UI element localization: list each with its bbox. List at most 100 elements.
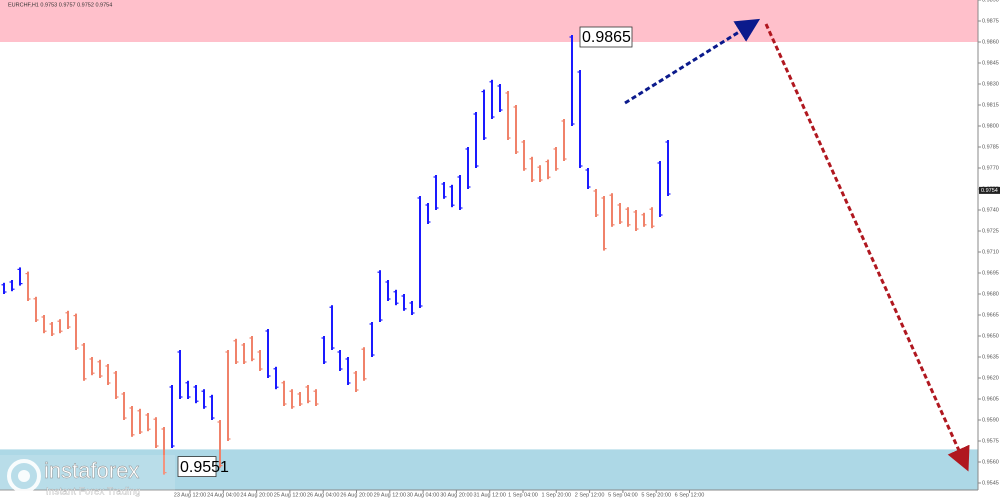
- price-bar: [17, 267, 23, 286]
- price-bar: [553, 147, 559, 171]
- y-tick-label: 0.9860: [982, 39, 999, 45]
- price-bar: [537, 165, 543, 182]
- price-bar: [665, 140, 671, 196]
- x-tick-label: 1 Sep 04:00: [508, 492, 538, 498]
- price-bar: [465, 147, 471, 189]
- price-bar: [177, 350, 183, 399]
- price-bar: [529, 156, 535, 182]
- price-bar: [569, 35, 575, 126]
- price-bar: [241, 343, 247, 364]
- level-label: 0.9865: [582, 29, 631, 46]
- price-bar: [617, 203, 623, 224]
- price-bar: [481, 89, 487, 140]
- x-tick-label: 1 Sep 20:00: [541, 492, 571, 498]
- price-bar: [337, 350, 343, 371]
- price-bar: [329, 305, 335, 350]
- price-bar: [185, 380, 191, 399]
- price-bar: [25, 271, 31, 301]
- y-tick-label: 0.9635: [982, 354, 999, 360]
- x-tick-label: 2 Sep 12:00: [575, 492, 605, 498]
- price-bar: [497, 84, 503, 112]
- price-bar: [1, 282, 7, 294]
- price-bar: [641, 212, 647, 227]
- y-tick-label: 0.9680: [982, 291, 999, 297]
- price-bar: [513, 105, 519, 154]
- level-box: [579, 26, 633, 48]
- y-tick-label: 0.9560: [982, 459, 999, 465]
- logo-tagline: Instant Forex Trading: [46, 487, 141, 498]
- forecast-arrow-up: [624, 18, 761, 105]
- price-bar: [593, 189, 599, 217]
- level-box: [177, 456, 217, 478]
- price-bar: [385, 280, 391, 301]
- price-bar: [57, 319, 63, 334]
- price-bar: [97, 359, 103, 378]
- y-tick-label: 0.9770: [982, 165, 999, 171]
- x-tick-label: 30 Aug 04:00: [407, 492, 439, 498]
- price-bar: [33, 296, 39, 322]
- price-bar: [489, 79, 495, 119]
- price-bar: [249, 336, 255, 362]
- y-tick-label: 0.9605: [982, 396, 999, 402]
- x-tick-label: 23 Aug 12:00: [174, 492, 206, 498]
- y-tick-label: 0.9830: [982, 81, 999, 87]
- price-bar: [561, 119, 567, 161]
- price-bar: [473, 112, 479, 168]
- price-bar: [313, 389, 319, 406]
- price-bar: [297, 392, 303, 406]
- price-bar: [369, 322, 375, 357]
- price-bar: [113, 371, 119, 399]
- current-price-box: [979, 186, 1000, 194]
- price-bar: [41, 315, 47, 334]
- y-tick-label: 0.9800: [982, 123, 999, 129]
- price-bar: [417, 196, 423, 308]
- x-tick-label: 6 Sep 12:00: [675, 492, 705, 498]
- x-tick-label: 25 Aug 12:00: [274, 492, 306, 498]
- price-bar: [409, 301, 415, 315]
- y-tick-label: 0.9665: [982, 312, 999, 318]
- x-tick-label: 26 Aug 04:00: [307, 492, 339, 498]
- y-tick-label: 0.9890: [982, 0, 999, 3]
- price-bar: [49, 322, 55, 336]
- price-bar: [265, 329, 271, 378]
- price-bar: [169, 385, 175, 448]
- y-tick-label: 0.9785: [982, 144, 999, 150]
- price-bar: [609, 193, 615, 227]
- y-tick-label: 0.9875: [982, 18, 999, 24]
- price-bar: [393, 289, 399, 306]
- x-tick-label: 24 Aug 04:00: [207, 492, 239, 498]
- price-bar: [305, 385, 311, 404]
- price-bar: [161, 427, 167, 475]
- price-bar: [505, 91, 511, 140]
- price-bar: [193, 385, 199, 404]
- logo: instaforex Instant Forex Trading: [0, 455, 175, 501]
- y-tick-label: 0.9575: [982, 438, 999, 444]
- price-bar: [601, 196, 607, 251]
- price-bar: [449, 184, 455, 208]
- price-bar: [425, 203, 431, 224]
- price-bar: [129, 406, 135, 437]
- price-bar: [345, 357, 351, 385]
- price-bar: [257, 350, 263, 371]
- price-bar: [201, 389, 207, 409]
- price-bar: [89, 357, 95, 376]
- price-bar: [153, 417, 159, 448]
- price-bar: [585, 168, 591, 189]
- x-tick-label: 5 Sep 04:00: [608, 492, 638, 498]
- price-bar: [217, 420, 223, 468]
- price-bar: [225, 350, 231, 441]
- price-bar: [577, 70, 583, 168]
- price-bar: [545, 159, 551, 180]
- price-bar: [353, 371, 359, 392]
- price-bar: [649, 207, 655, 229]
- y-tick-label: 0.9650: [982, 333, 999, 339]
- price-bar: [377, 270, 383, 322]
- price-bar: [9, 280, 15, 292]
- current-price-label: 0.9754: [981, 188, 998, 194]
- price-bar: [273, 366, 279, 390]
- y-tick-label: 0.9695: [982, 270, 999, 276]
- price-bar: [209, 394, 215, 420]
- header: EURCHF,H1 0.9753 0.9757 0.9752 0.9754: [8, 2, 112, 8]
- price-bar: [105, 364, 111, 385]
- x-tick-label: 24 Aug 20:00: [240, 492, 272, 498]
